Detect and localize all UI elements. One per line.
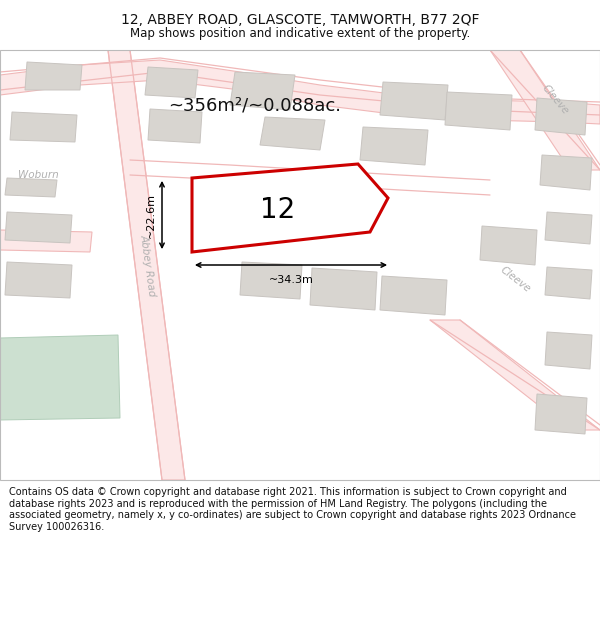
Polygon shape <box>5 178 57 197</box>
Polygon shape <box>380 276 447 315</box>
Polygon shape <box>230 72 295 110</box>
Polygon shape <box>192 164 388 252</box>
Text: 12: 12 <box>260 196 296 224</box>
Text: ~34.3m: ~34.3m <box>269 275 313 285</box>
Polygon shape <box>445 92 512 130</box>
Text: ~356m²/~0.088ac.: ~356m²/~0.088ac. <box>169 96 341 114</box>
Polygon shape <box>5 212 72 243</box>
Text: Cleeve: Cleeve <box>540 83 570 117</box>
Polygon shape <box>545 267 592 299</box>
Polygon shape <box>260 117 325 150</box>
Text: Abbey Road: Abbey Road <box>139 233 157 297</box>
Text: 12, ABBEY ROAD, GLASCOTE, TAMWORTH, B77 2QF: 12, ABBEY ROAD, GLASCOTE, TAMWORTH, B77 … <box>121 12 479 26</box>
Text: Map shows position and indicative extent of the property.: Map shows position and indicative extent… <box>130 27 470 40</box>
Polygon shape <box>10 112 77 142</box>
Polygon shape <box>360 127 428 165</box>
Polygon shape <box>535 394 587 434</box>
Polygon shape <box>380 82 448 120</box>
Text: ~22.6m: ~22.6m <box>146 192 156 238</box>
Polygon shape <box>108 50 185 480</box>
Polygon shape <box>540 155 592 190</box>
Polygon shape <box>430 320 600 430</box>
Text: Woburn: Woburn <box>17 170 58 180</box>
Polygon shape <box>240 262 302 299</box>
Polygon shape <box>310 268 377 310</box>
Polygon shape <box>25 62 82 90</box>
Polygon shape <box>545 212 592 244</box>
Polygon shape <box>0 230 92 252</box>
Polygon shape <box>148 109 202 143</box>
Polygon shape <box>490 50 600 170</box>
Polygon shape <box>5 262 72 298</box>
Polygon shape <box>145 67 198 98</box>
Polygon shape <box>535 98 587 135</box>
Polygon shape <box>480 226 537 265</box>
Text: Contains OS data © Crown copyright and database right 2021. This information is : Contains OS data © Crown copyright and d… <box>9 488 576 532</box>
Text: Cleeve: Cleeve <box>498 265 532 295</box>
Polygon shape <box>545 332 592 369</box>
Polygon shape <box>0 60 600 124</box>
Polygon shape <box>0 335 120 420</box>
